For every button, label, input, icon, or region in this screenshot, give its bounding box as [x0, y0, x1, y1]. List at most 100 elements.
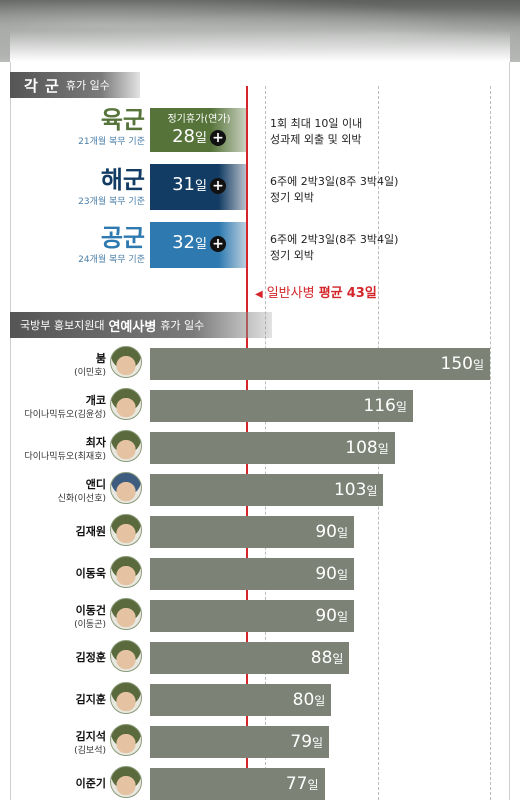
- bar: 90일: [150, 600, 354, 632]
- bar: 88일: [150, 642, 350, 674]
- value-label: 103: [333, 480, 367, 500]
- chart-row: 앤디 신화(이선호) 103일: [10, 468, 510, 508]
- value-label: 108: [345, 438, 378, 458]
- army-desc: 1회 최대 10일 이내 성과제 외출 및 외박: [270, 116, 362, 148]
- navy-days-box: 31일 +: [150, 164, 248, 210]
- army-days: 28: [172, 126, 195, 147]
- chart-row: 김지석 (김보석) 79일: [10, 720, 510, 760]
- avatar: [110, 346, 142, 378]
- desc-line: 6주에 2박3일(8주 3박4일): [270, 175, 399, 188]
- category-note: (이민호): [74, 368, 106, 378]
- branch-name: 육군: [100, 106, 145, 134]
- unit-label: 일: [194, 131, 207, 146]
- bar: 90일: [150, 516, 354, 548]
- desc-line: 성과제 외출 및 외박: [270, 133, 362, 146]
- unit-label: 일: [194, 237, 207, 252]
- chart-row: 이준기 77일: [10, 762, 510, 802]
- desc-line: 정기 외박: [270, 191, 314, 204]
- category-label: 앤디: [85, 478, 106, 491]
- branch-sub: 21개월 복무 기준: [78, 137, 145, 147]
- chart-row: 김정훈 88일: [10, 636, 510, 676]
- content-frame: [10, 62, 510, 800]
- category-label: 김지훈: [75, 693, 106, 706]
- unit-label: 일: [307, 778, 319, 792]
- avatar: [110, 472, 142, 504]
- category-label: 최자: [85, 436, 106, 449]
- desc-line: 6주에 2박3일(8주 3박4일): [270, 233, 399, 246]
- value-label: 90: [315, 564, 337, 584]
- header-banner: [0, 0, 520, 62]
- bar: 77일: [150, 768, 325, 800]
- bar: 80일: [150, 684, 332, 716]
- section-header-celebrities: 국방부 홍보지원대 연예사병 휴가 일수: [10, 312, 272, 338]
- plus-icon: +: [209, 129, 226, 146]
- unit-label: 일: [194, 179, 207, 194]
- chart-row: 개코 다이나믹듀오(김윤성) 116일: [10, 384, 510, 424]
- branch-name: 공군: [100, 224, 145, 252]
- avatar: [110, 640, 142, 672]
- bar: 90일: [150, 558, 354, 590]
- section-header-branches: 각 군 휴가 일수: [10, 72, 140, 98]
- avatar: [110, 556, 142, 588]
- bar: 108일: [150, 432, 395, 464]
- section-title: 연예사병: [108, 319, 157, 335]
- branch-airforce: 공군 24개월 복무 기준: [10, 224, 145, 265]
- average-prefix: 일반사병: [266, 286, 315, 301]
- branch-sub: 24개월 복무 기준: [78, 255, 145, 265]
- desc-line: 정기 외박: [270, 249, 314, 262]
- value-label: 77: [285, 774, 308, 794]
- value-label: 150: [440, 354, 473, 374]
- unit-label: 일: [395, 400, 407, 414]
- value-label: 90: [315, 522, 337, 542]
- army-days-box: 정기휴가(연가) 28일 +: [150, 108, 248, 152]
- average-value: 43일: [346, 286, 377, 301]
- avatar: [110, 766, 142, 798]
- value-label: 116: [363, 396, 396, 416]
- grid-line: [490, 86, 491, 800]
- bar: 79일: [150, 726, 330, 758]
- unit-label: 일: [336, 568, 348, 582]
- branch-army: 육군 21개월 복무 기준: [10, 106, 145, 147]
- value-label: 90: [315, 606, 337, 626]
- section-suffix: 휴가 일수: [160, 319, 205, 332]
- branch-sub: 23개월 복무 기준: [78, 197, 145, 207]
- airforce-days-box: 32일 +: [150, 222, 248, 268]
- category-label: 김지석: [75, 730, 106, 743]
- unit-label: 일: [314, 694, 326, 708]
- branch-navy: 해군 23개월 복무 기준: [10, 166, 145, 207]
- value-label: 79: [290, 732, 313, 752]
- avatar: [110, 430, 142, 462]
- category-label: 김재원: [75, 525, 106, 538]
- chart-row: 붐 (이민호) 150일: [10, 342, 510, 382]
- category-note: 다이나믹듀오(김윤성): [24, 410, 106, 420]
- branch-name: 해군: [100, 166, 145, 194]
- chart-row: 김지훈 80일: [10, 678, 510, 718]
- unit-label: 일: [366, 484, 378, 498]
- avatar: [110, 682, 142, 714]
- plus-icon: +: [209, 177, 226, 194]
- category-note: (김보석): [74, 746, 106, 756]
- category-label: 김정훈: [75, 651, 106, 664]
- unit-label: 일: [472, 358, 484, 372]
- triangle-left-icon: ◀: [255, 289, 263, 300]
- average-label: 평균: [318, 286, 343, 301]
- value-label: 88: [310, 648, 333, 668]
- avatar: [110, 598, 142, 630]
- category-note: 다이나믹듀오(최재호): [24, 452, 106, 462]
- avatar: [110, 514, 142, 546]
- unit-label: 일: [312, 736, 324, 750]
- chart-row: 이동욱 90일: [10, 552, 510, 592]
- unit-label: 일: [336, 526, 348, 540]
- category-label: 붐: [95, 352, 106, 365]
- section-title: 각 군: [24, 76, 60, 95]
- section-prefix: 국방부 홍보지원대: [20, 319, 105, 332]
- unit-label: 일: [336, 610, 348, 624]
- avatar: [110, 724, 142, 756]
- category-label: 이준기: [75, 777, 106, 790]
- desc-line: 1회 최대 10일 이내: [270, 117, 363, 130]
- unit-label: 일: [377, 442, 389, 456]
- navy-desc: 6주에 2박3일(8주 3박4일) 정기 외박: [270, 174, 398, 206]
- average-annotation: ◀ 일반사병 평균 43일: [255, 282, 377, 301]
- avatar: [110, 388, 142, 420]
- navy-days: 31: [172, 174, 195, 195]
